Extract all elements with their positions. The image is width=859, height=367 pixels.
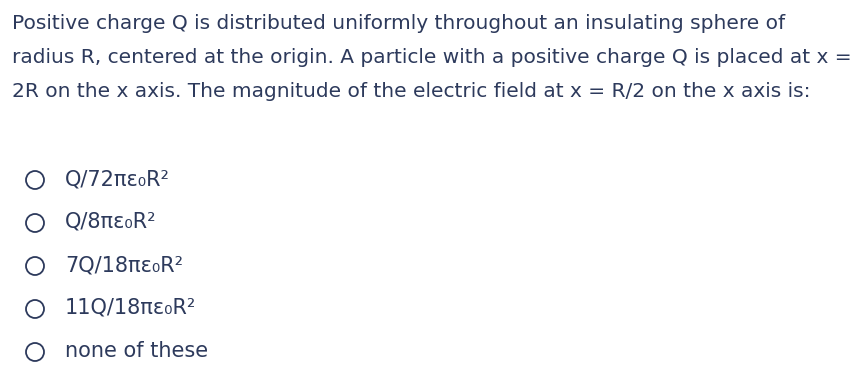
Text: Positive charge Q is distributed uniformly throughout an insulating sphere of: Positive charge Q is distributed uniform… — [12, 14, 785, 33]
Text: Q/8πε₀R²: Q/8πε₀R² — [65, 212, 156, 232]
Text: none of these: none of these — [65, 341, 208, 361]
Text: radius R, centered at the origin. A particle with a positive charge Q is placed : radius R, centered at the origin. A part… — [12, 48, 851, 67]
Text: 7Q/18πε₀R²: 7Q/18πε₀R² — [65, 255, 183, 275]
Text: 11Q/18πε₀R²: 11Q/18πε₀R² — [65, 298, 197, 318]
Text: 2R on the x axis. The magnitude of the electric field at x = R/2 on the x axis i: 2R on the x axis. The magnitude of the e… — [12, 82, 811, 101]
Text: Q/72πε₀R²: Q/72πε₀R² — [65, 169, 170, 189]
